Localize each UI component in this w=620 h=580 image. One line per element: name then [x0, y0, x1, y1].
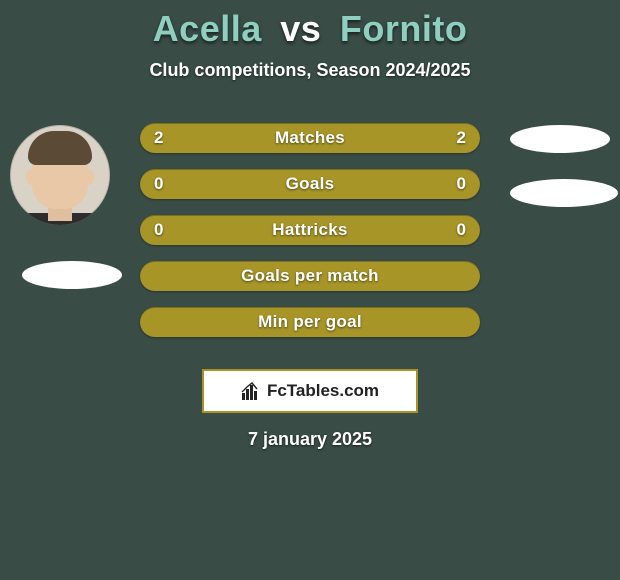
stat-bar-min-per-goal: Min per goal: [140, 307, 480, 337]
subtitle: Club competitions, Season 2024/2025: [0, 60, 620, 81]
stat-label: Goals per match: [241, 266, 379, 286]
stat-value-left: 2: [154, 123, 163, 153]
title-player1: Acella: [153, 8, 262, 49]
title-vs: vs: [280, 8, 321, 49]
stat-value-right: 0: [457, 215, 466, 245]
comparison-card: Acella vs Fornito Club competitions, Sea…: [0, 0, 620, 450]
title-player2: Fornito: [340, 8, 467, 49]
player2-avatar-pill: [510, 125, 610, 153]
page-title: Acella vs Fornito: [0, 8, 620, 50]
watermark-text: FcTables.com: [267, 381, 379, 401]
stat-bar-goals-per-match: Goals per match: [140, 261, 480, 291]
stat-bars: 2 Matches 2 0 Goals 0 0 Hattricks 0 Goal…: [140, 123, 480, 353]
stat-label: Matches: [275, 128, 345, 148]
comparison-stage: 2 Matches 2 0 Goals 0 0 Hattricks 0 Goal…: [0, 105, 620, 365]
stat-value-left: 0: [154, 169, 163, 199]
stat-value-right: 0: [457, 169, 466, 199]
player2-club-pill: [510, 179, 618, 207]
watermark-badge: FcTables.com: [202, 369, 418, 413]
stat-label: Min per goal: [258, 312, 362, 332]
player1-club-pill: [22, 261, 122, 289]
stat-bar-matches: 2 Matches 2: [140, 123, 480, 153]
stat-bar-hattricks: 0 Hattricks 0: [140, 215, 480, 245]
player1-avatar: [10, 125, 110, 225]
bars-icon: [241, 381, 261, 401]
stat-label: Hattricks: [272, 220, 347, 240]
generated-date: 7 january 2025: [0, 429, 620, 450]
stat-value-left: 0: [154, 215, 163, 245]
stat-value-right: 2: [457, 123, 466, 153]
stat-label: Goals: [286, 174, 335, 194]
stat-bar-goals: 0 Goals 0: [140, 169, 480, 199]
avatar-hair: [28, 131, 92, 165]
